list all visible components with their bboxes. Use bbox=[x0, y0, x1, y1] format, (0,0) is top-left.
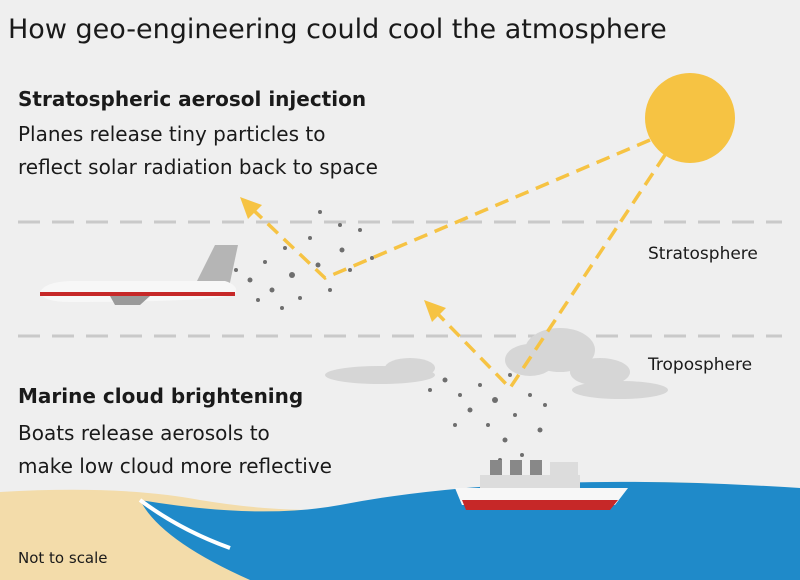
sea bbox=[140, 481, 800, 580]
section-body: Boats release aerosols to bbox=[18, 421, 270, 445]
section-body: Planes release tiny particles to bbox=[18, 122, 325, 146]
aerosol-particles bbox=[234, 210, 547, 462]
layer-label: Stratosphere bbox=[648, 244, 758, 264]
ship bbox=[455, 460, 628, 510]
section-body: reflect solar radiation back to space bbox=[18, 155, 378, 179]
plane bbox=[40, 245, 238, 305]
section-body: make low cloud more reflective bbox=[18, 454, 332, 478]
title: How geo-engineering could cool the atmos… bbox=[8, 14, 667, 45]
sun bbox=[645, 73, 735, 163]
surf bbox=[138, 498, 231, 550]
arrowheads bbox=[240, 197, 446, 322]
clouds bbox=[325, 328, 668, 399]
radiation-paths bbox=[246, 138, 667, 391]
footnote: Not to scale bbox=[18, 549, 108, 567]
section-heading: Marine cloud brightening bbox=[18, 384, 303, 408]
section-heading: Stratospheric aerosol injection bbox=[18, 87, 366, 111]
layer-label: Troposphere bbox=[647, 355, 752, 375]
